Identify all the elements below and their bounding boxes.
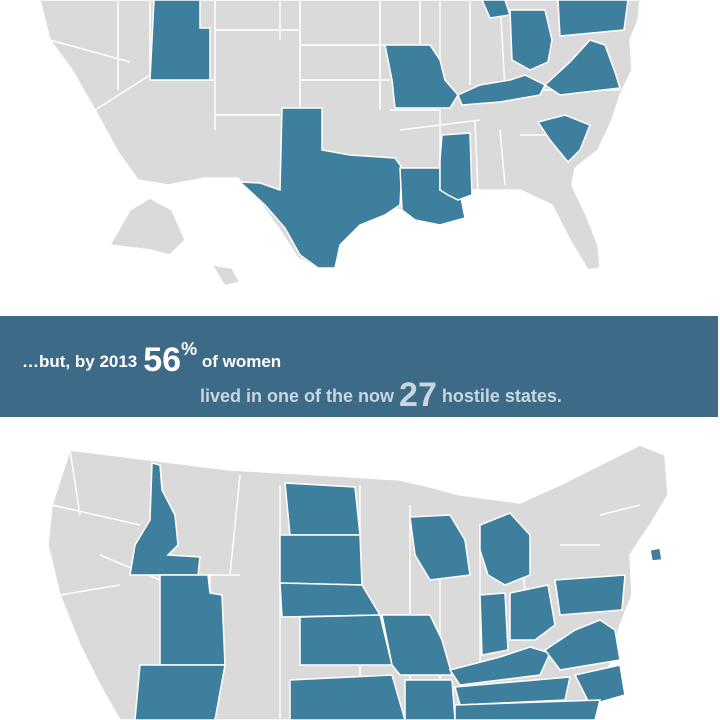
us-map-top-svg bbox=[39, 0, 641, 287]
lived-text: lived in one of the now bbox=[200, 386, 395, 406]
state-south-carolina bbox=[536, 114, 591, 164]
us-map-bottom bbox=[0, 425, 720, 720]
state-alaska bbox=[108, 197, 186, 256]
state-missouri bbox=[381, 614, 453, 676]
state-utah bbox=[149, 0, 211, 81]
state-kansas bbox=[299, 614, 393, 666]
state-ohio bbox=[509, 584, 556, 641]
state-oklahoma bbox=[289, 674, 406, 720]
state-michigan bbox=[479, 512, 531, 586]
state-wisconsin bbox=[409, 514, 471, 581]
of-women-text: of women bbox=[201, 352, 282, 371]
state-indiana bbox=[481, 0, 511, 19]
us-map-bottom-svg bbox=[47, 444, 669, 720]
state-pennsylvania bbox=[557, 0, 629, 37]
percent-sign: % bbox=[181, 339, 198, 359]
state-virginia bbox=[543, 39, 621, 96]
hostile-states-bottom bbox=[129, 462, 663, 720]
state-idaho bbox=[129, 462, 201, 576]
state-arkansas bbox=[404, 679, 456, 720]
state-north-dakota bbox=[284, 482, 361, 536]
state-tennessee bbox=[454, 676, 571, 706]
state-arizona bbox=[134, 664, 226, 720]
headline-banner bbox=[0, 316, 718, 417]
state-pennsylvania bbox=[554, 574, 626, 616]
alaska-hawaii-top bbox=[108, 197, 242, 287]
state-south-east-row bbox=[454, 699, 601, 720]
banner-line-2: lived in one of the now 27 hostile state… bbox=[200, 376, 562, 415]
state-missouri bbox=[384, 44, 459, 109]
hostile-text: hostile states. bbox=[441, 386, 562, 406]
us-map-top bbox=[0, 0, 720, 305]
state-ohio bbox=[509, 9, 553, 71]
banner-line-1: …but, by 2013 56% of women bbox=[22, 339, 281, 380]
state-rhode-island bbox=[649, 547, 663, 562]
figure-women: 56 bbox=[143, 341, 182, 379]
state-texas bbox=[237, 107, 403, 269]
figure-states: 27 bbox=[399, 376, 437, 414]
hostile-states-top bbox=[149, 0, 629, 269]
state-mississippi bbox=[439, 132, 473, 201]
state-virginia bbox=[543, 619, 621, 671]
state-south-dakota bbox=[279, 534, 363, 586]
state-indiana bbox=[479, 592, 509, 656]
state-hawaii bbox=[210, 264, 242, 287]
banner-lead: …but, by 2013 bbox=[22, 352, 138, 371]
state-north-carolina bbox=[573, 664, 626, 706]
